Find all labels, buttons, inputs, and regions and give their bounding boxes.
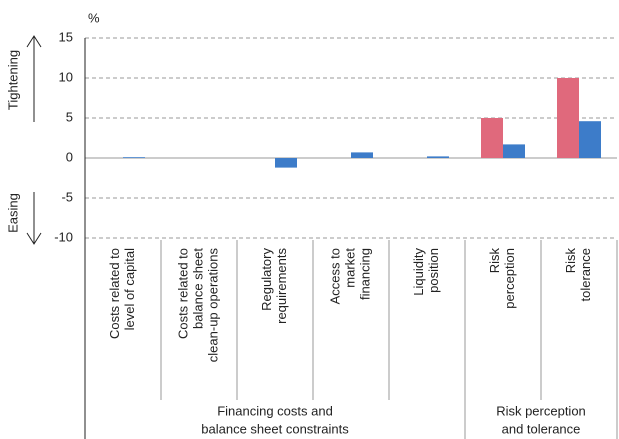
- bar: [275, 158, 297, 168]
- group-label: and tolerance: [502, 421, 581, 436]
- y-tick-label: -5: [61, 189, 73, 204]
- group-label: Risk perception: [496, 403, 586, 418]
- y-tick-label: 0: [66, 149, 73, 164]
- x-tick-label: Risk: [563, 248, 578, 274]
- x-tick-label: requirements: [274, 248, 289, 324]
- y-tick-label: 5: [66, 109, 73, 124]
- x-tick-label: Regulatory: [259, 248, 274, 311]
- y-tick-label: -10: [54, 229, 73, 244]
- group-label: balance sheet constraints: [201, 421, 349, 436]
- y-tick-label: 10: [59, 69, 73, 84]
- arrows: [26, 35, 42, 245]
- bar: [123, 157, 145, 158]
- x-tick-label: Risk: [487, 248, 502, 274]
- x-tick-label: market: [342, 248, 357, 288]
- annotation: Easing: [5, 193, 20, 233]
- x-tick-label: tolerance: [578, 248, 593, 301]
- bar: [351, 152, 373, 158]
- group-label: Financing costs and: [217, 403, 333, 418]
- x-tick-label: Liquidity: [411, 248, 426, 296]
- x-tick-label: Access to: [327, 248, 342, 304]
- x-tick-label: perception: [502, 248, 517, 309]
- y-unit: %: [88, 10, 100, 25]
- bar: [503, 144, 525, 158]
- y-tick-label: 15: [59, 29, 73, 44]
- x-tick-label: position: [426, 248, 441, 293]
- x-tick-label: balance sheet: [190, 248, 205, 329]
- bar: [557, 78, 579, 158]
- annotation: Tightening: [5, 50, 20, 110]
- bar: [579, 121, 601, 158]
- bar: [481, 118, 503, 158]
- x-tick-label: clean-up operations: [205, 248, 220, 363]
- x-tick-label: financing: [357, 248, 372, 300]
- x-tick-label: level of capital: [122, 248, 137, 330]
- x-tick-label: Costs related to: [175, 248, 190, 339]
- x-tick-label: Costs related to: [107, 248, 122, 339]
- bar: [427, 156, 449, 158]
